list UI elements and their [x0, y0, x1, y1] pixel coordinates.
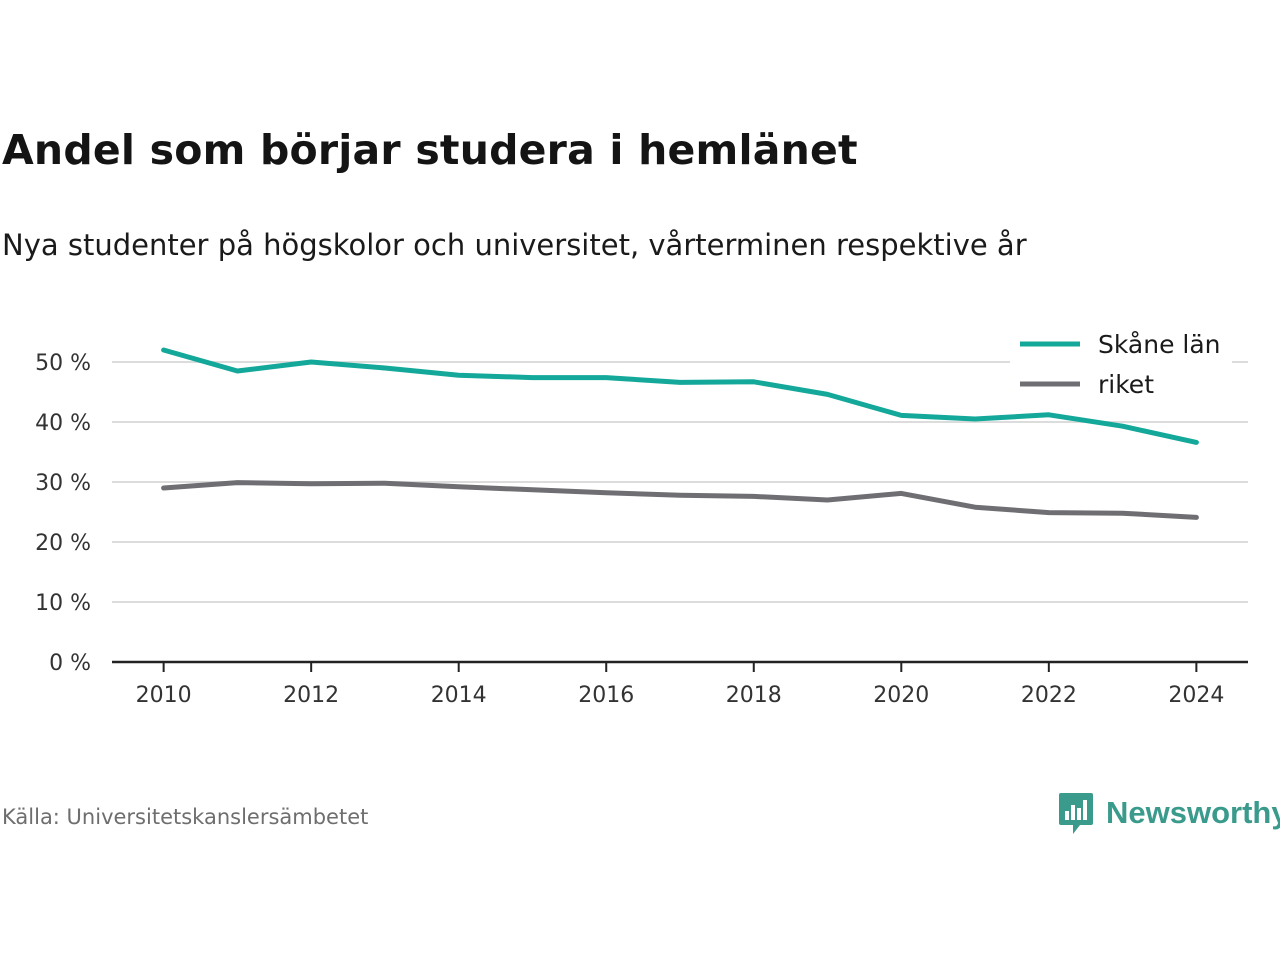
chart-title: Andel som börjar studera i hemlänet: [2, 126, 858, 174]
x-tick-label: 2024: [1168, 683, 1224, 708]
series-line-skane: [161, 347, 1199, 445]
x-tick-label: 2016: [578, 683, 634, 708]
y-tick-label: 10 %: [35, 591, 91, 616]
x-tick-label: 2012: [283, 683, 339, 708]
x-tick-label: 2014: [431, 683, 487, 708]
x-tick-label: 2010: [136, 683, 192, 708]
chart-speech-bubble-icon: [1059, 793, 1093, 834]
line-chart: 0 % 10 % 20 % 30 % 40 % 50 % 2010 2012 2014 2016 2…: [35, 326, 1248, 708]
chart-subtitle: Nya studenter på högskolor och universit…: [2, 228, 1027, 262]
y-tick-label: 0 %: [49, 651, 91, 676]
brand-name: Newsworthy: [1106, 795, 1280, 830]
y-tick-label: 30 %: [35, 471, 91, 496]
x-tick-label: 2022: [1021, 683, 1077, 708]
legend-label: riket: [1098, 370, 1154, 399]
series-line-riket: [161, 480, 1199, 520]
legend-background: [1010, 326, 1232, 406]
y-tick-label: 50 %: [35, 351, 91, 376]
x-tick-label: 2018: [726, 683, 782, 708]
brand-logo: Newsworthy: [1058, 790, 1280, 836]
legend-label: Skåne län: [1098, 330, 1221, 359]
y-tick-label: 20 %: [35, 531, 91, 556]
source-note: Källa: Universitetskanslersämbetet: [2, 805, 369, 829]
x-tick-label: 2020: [873, 683, 929, 708]
y-tick-label: 40 %: [35, 411, 91, 436]
